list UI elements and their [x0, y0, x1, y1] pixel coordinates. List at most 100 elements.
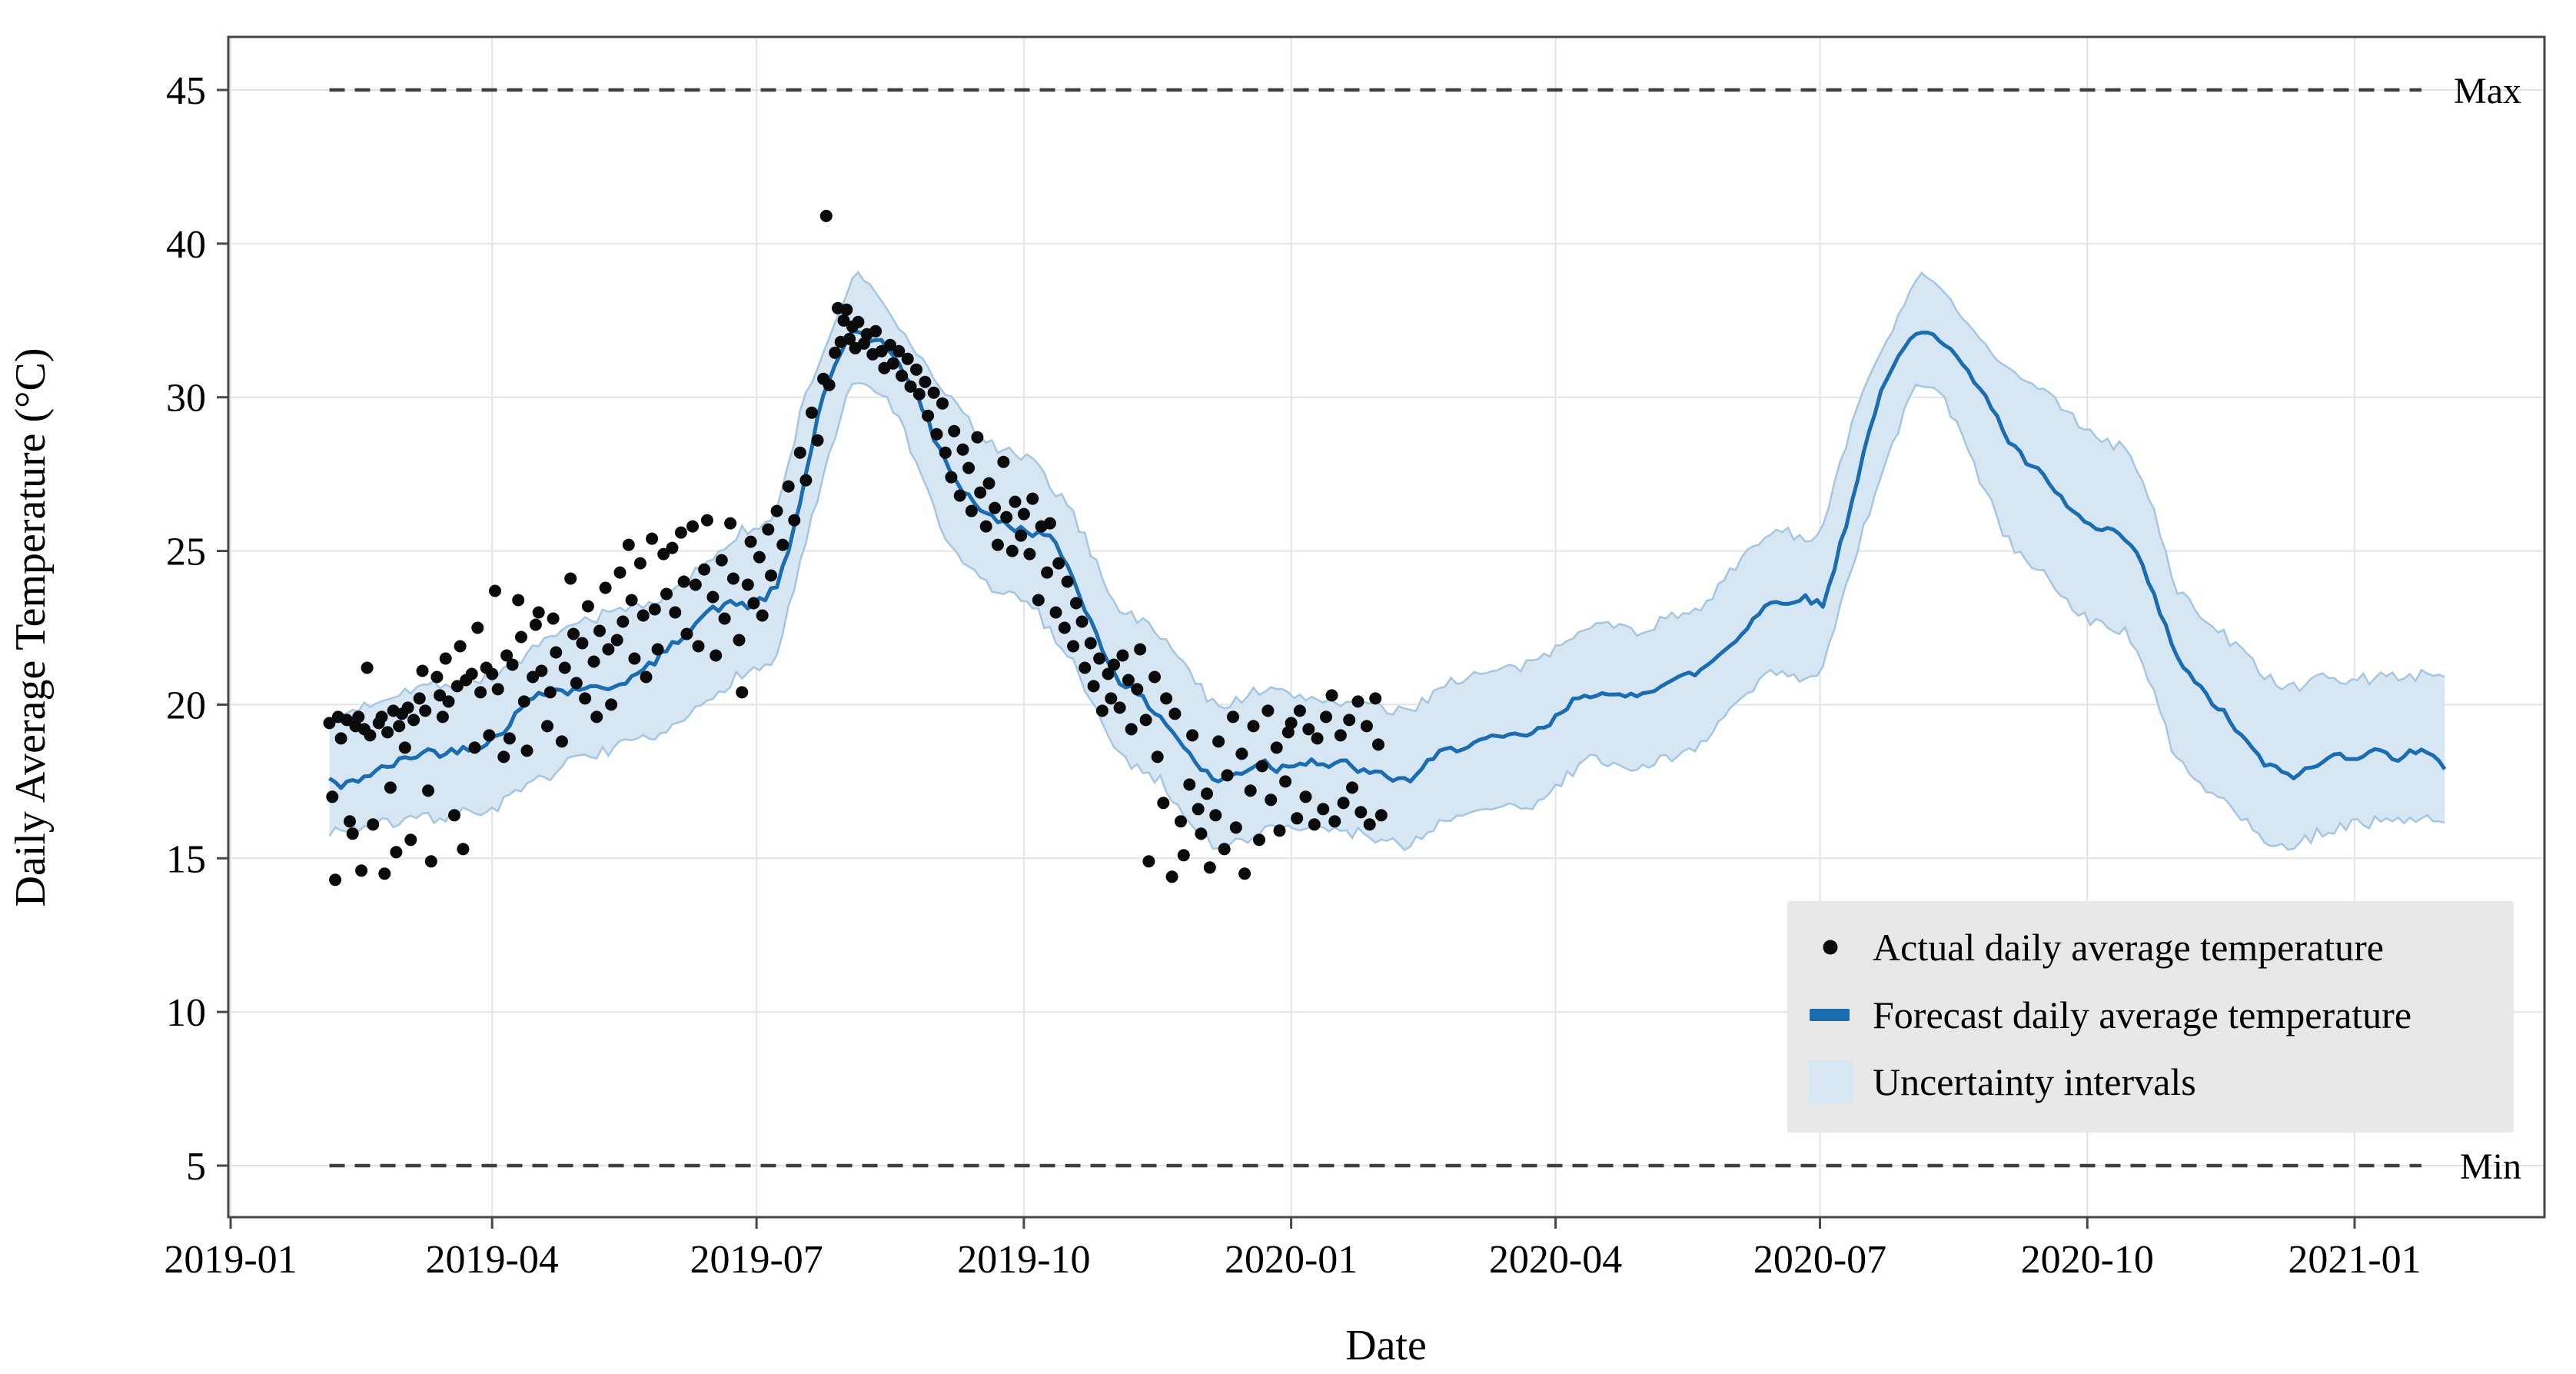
actual-point: [741, 578, 754, 591]
actual-point: [1041, 566, 1054, 579]
actual-point: [564, 572, 577, 585]
forecast-line-layer: [328, 329, 2447, 790]
actual-point: [457, 843, 470, 856]
actual-point: [613, 566, 627, 579]
actual-point: [1221, 769, 1234, 782]
actual-point: [1175, 815, 1187, 828]
actual-point: [1058, 621, 1071, 634]
actual-point: [776, 538, 789, 551]
actual-point: [367, 818, 380, 831]
actual-point: [971, 431, 984, 444]
actual-point: [407, 714, 420, 727]
actual-point: [997, 455, 1010, 468]
actual-point: [547, 612, 560, 625]
legend-label-actual: Actual daily average temperature: [1873, 926, 2384, 969]
actual-point: [1285, 717, 1298, 730]
actual-point: [622, 538, 635, 551]
actual-point: [910, 363, 922, 376]
x-axis-title: Date: [1345, 1322, 1427, 1369]
actual-point: [346, 827, 359, 840]
actual-point: [448, 809, 460, 822]
actual-point: [465, 667, 478, 680]
actual-point: [1069, 597, 1082, 610]
actual-point: [1203, 861, 1216, 874]
actual-point: [1084, 637, 1097, 650]
actual-point: [1186, 729, 1199, 742]
actual-point: [1229, 821, 1242, 834]
max-line-label: Max: [2454, 71, 2521, 111]
actual-point: [1165, 870, 1178, 883]
actual-point: [692, 640, 705, 653]
actual-point: [710, 649, 723, 662]
y-tick-label: 10: [166, 991, 206, 1035]
actual-point: [1009, 495, 1022, 508]
actual-point: [1201, 787, 1213, 800]
actual-point: [762, 523, 775, 536]
actual-point: [1218, 843, 1231, 856]
actual-point: [744, 535, 757, 548]
actual-point: [948, 424, 961, 437]
actual-point: [1255, 760, 1268, 773]
actual-point: [587, 655, 600, 668]
actual-point: [1122, 674, 1135, 687]
actual-point: [1177, 849, 1190, 862]
actual-point: [936, 397, 949, 410]
actual-point: [520, 744, 533, 757]
forecast-line: [328, 329, 2447, 790]
actual-point: [1032, 594, 1045, 607]
actual-point: [361, 661, 374, 674]
tick-labels-layer: 2019-01 2019-04 2019-07 2019-10 2020-01 2020-…: [164, 69, 2421, 1282]
actual-point: [1320, 710, 1332, 724]
actual-point: [550, 646, 563, 659]
actual-point: [527, 670, 540, 684]
actual-point: [483, 729, 496, 742]
actual-point: [375, 710, 388, 724]
x-tick-label: 2019-01: [164, 1238, 297, 1282]
actual-point: [884, 338, 896, 351]
actual-point: [384, 781, 397, 794]
actual-point: [506, 658, 519, 671]
actual-point: [1093, 652, 1106, 665]
actual-point: [1334, 729, 1347, 742]
y-tick-label: 30: [166, 377, 206, 421]
actual-point: [570, 677, 583, 690]
actual-point: [1000, 511, 1013, 524]
actual-dot-marker: [1823, 940, 1838, 955]
actual-point: [1087, 680, 1100, 693]
actual-point: [610, 634, 623, 647]
actual-point: [393, 720, 406, 733]
actual-point: [979, 520, 992, 533]
forecast-line-marker: [1810, 1009, 1850, 1021]
actual-point: [1302, 723, 1315, 736]
actual-point: [1067, 640, 1080, 653]
actual-point: [1369, 692, 1382, 705]
actual-point: [1142, 855, 1155, 868]
actual-point: [1148, 670, 1161, 684]
actual-point: [1139, 714, 1152, 727]
actual-point: [1265, 793, 1278, 807]
actual-point: [686, 520, 699, 533]
actual-point: [344, 815, 356, 828]
actual-point: [532, 606, 545, 619]
actual-point: [724, 517, 737, 530]
actual-point: [852, 315, 865, 328]
actual-point: [424, 855, 437, 868]
actual-point: [535, 664, 548, 677]
actual-point: [922, 409, 935, 422]
actual-point: [1343, 714, 1356, 727]
actual-point: [788, 514, 801, 527]
actual-point: [486, 667, 499, 680]
actual-point: [468, 741, 481, 754]
actual-point: [1005, 544, 1019, 557]
actual-point: [474, 686, 487, 699]
actual-point: [646, 532, 659, 545]
actual-point: [718, 612, 731, 625]
actual-point: [1134, 643, 1147, 656]
actual-point: [806, 406, 818, 419]
reference-lines-layer: [329, 88, 2421, 1168]
actual-point: [1195, 827, 1208, 840]
actual-point: [669, 606, 682, 619]
y-tick-label: 45: [166, 69, 206, 113]
actual-point: [543, 686, 557, 699]
actual-point: [770, 504, 783, 517]
